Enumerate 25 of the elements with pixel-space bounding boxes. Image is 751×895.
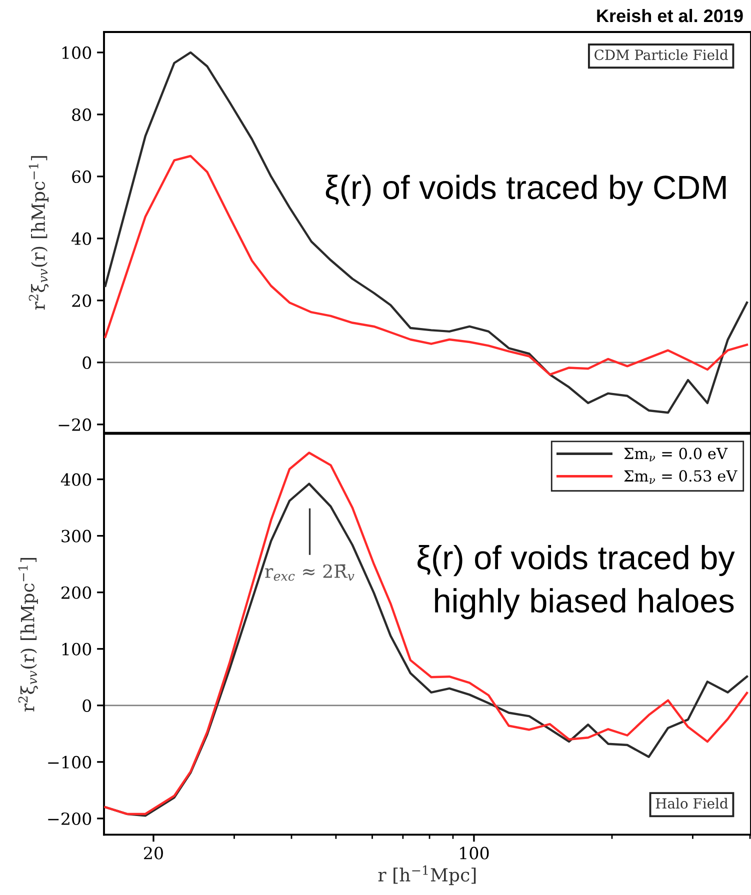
annotation: r$_{exc}$ ≈ 2R̄$_{v}$ xyxy=(265,564,354,581)
annotation: ξ(r) of voids traced by highly biased haloes xyxy=(418,545,735,620)
y-tick-label: 300 xyxy=(62,530,92,542)
y-tick-label: 400 xyxy=(60,473,92,486)
y-tick-label: 20 xyxy=(72,294,92,308)
y-tick-label: 100 xyxy=(62,642,92,656)
legend-label: Σm$_{ν}$ = 0.0 eV xyxy=(624,448,728,462)
y-tick-label: 0 xyxy=(82,699,92,712)
annotation: Halo Field xyxy=(656,798,728,809)
y-axis-title: r$^{2}$ξ$_{vv}$(r) [hMpc$^{−1}$] xyxy=(18,558,38,712)
text: Kreish et al. 2019 xyxy=(597,8,743,22)
legend-label: Σm$_{ν}$ = 0.53 eV xyxy=(624,470,738,484)
y-tick-label: 0 xyxy=(82,356,92,370)
annotation: ξ(r) of voids traced by CDM xyxy=(326,174,726,206)
y-tick-label: 200 xyxy=(62,586,92,599)
y-tick-label: 100 xyxy=(62,46,92,60)
y-tick-label: 80 xyxy=(72,108,92,122)
y-axis-title: r$^{2}$ξ$_{vv}$(r) [hMpc$^{−1}$] xyxy=(28,156,49,310)
y-tick-label: −200 xyxy=(48,812,92,826)
x-axis-title: r [h$^{−1}$Mpc] xyxy=(378,865,476,886)
annotation: CDM Particle Field xyxy=(594,49,728,60)
y-tick-label: 40 xyxy=(72,232,92,246)
y-tick-label: −100 xyxy=(48,756,92,769)
y-tick-label: −20 xyxy=(58,418,92,431)
y-tick-label: 60 xyxy=(72,170,92,184)
